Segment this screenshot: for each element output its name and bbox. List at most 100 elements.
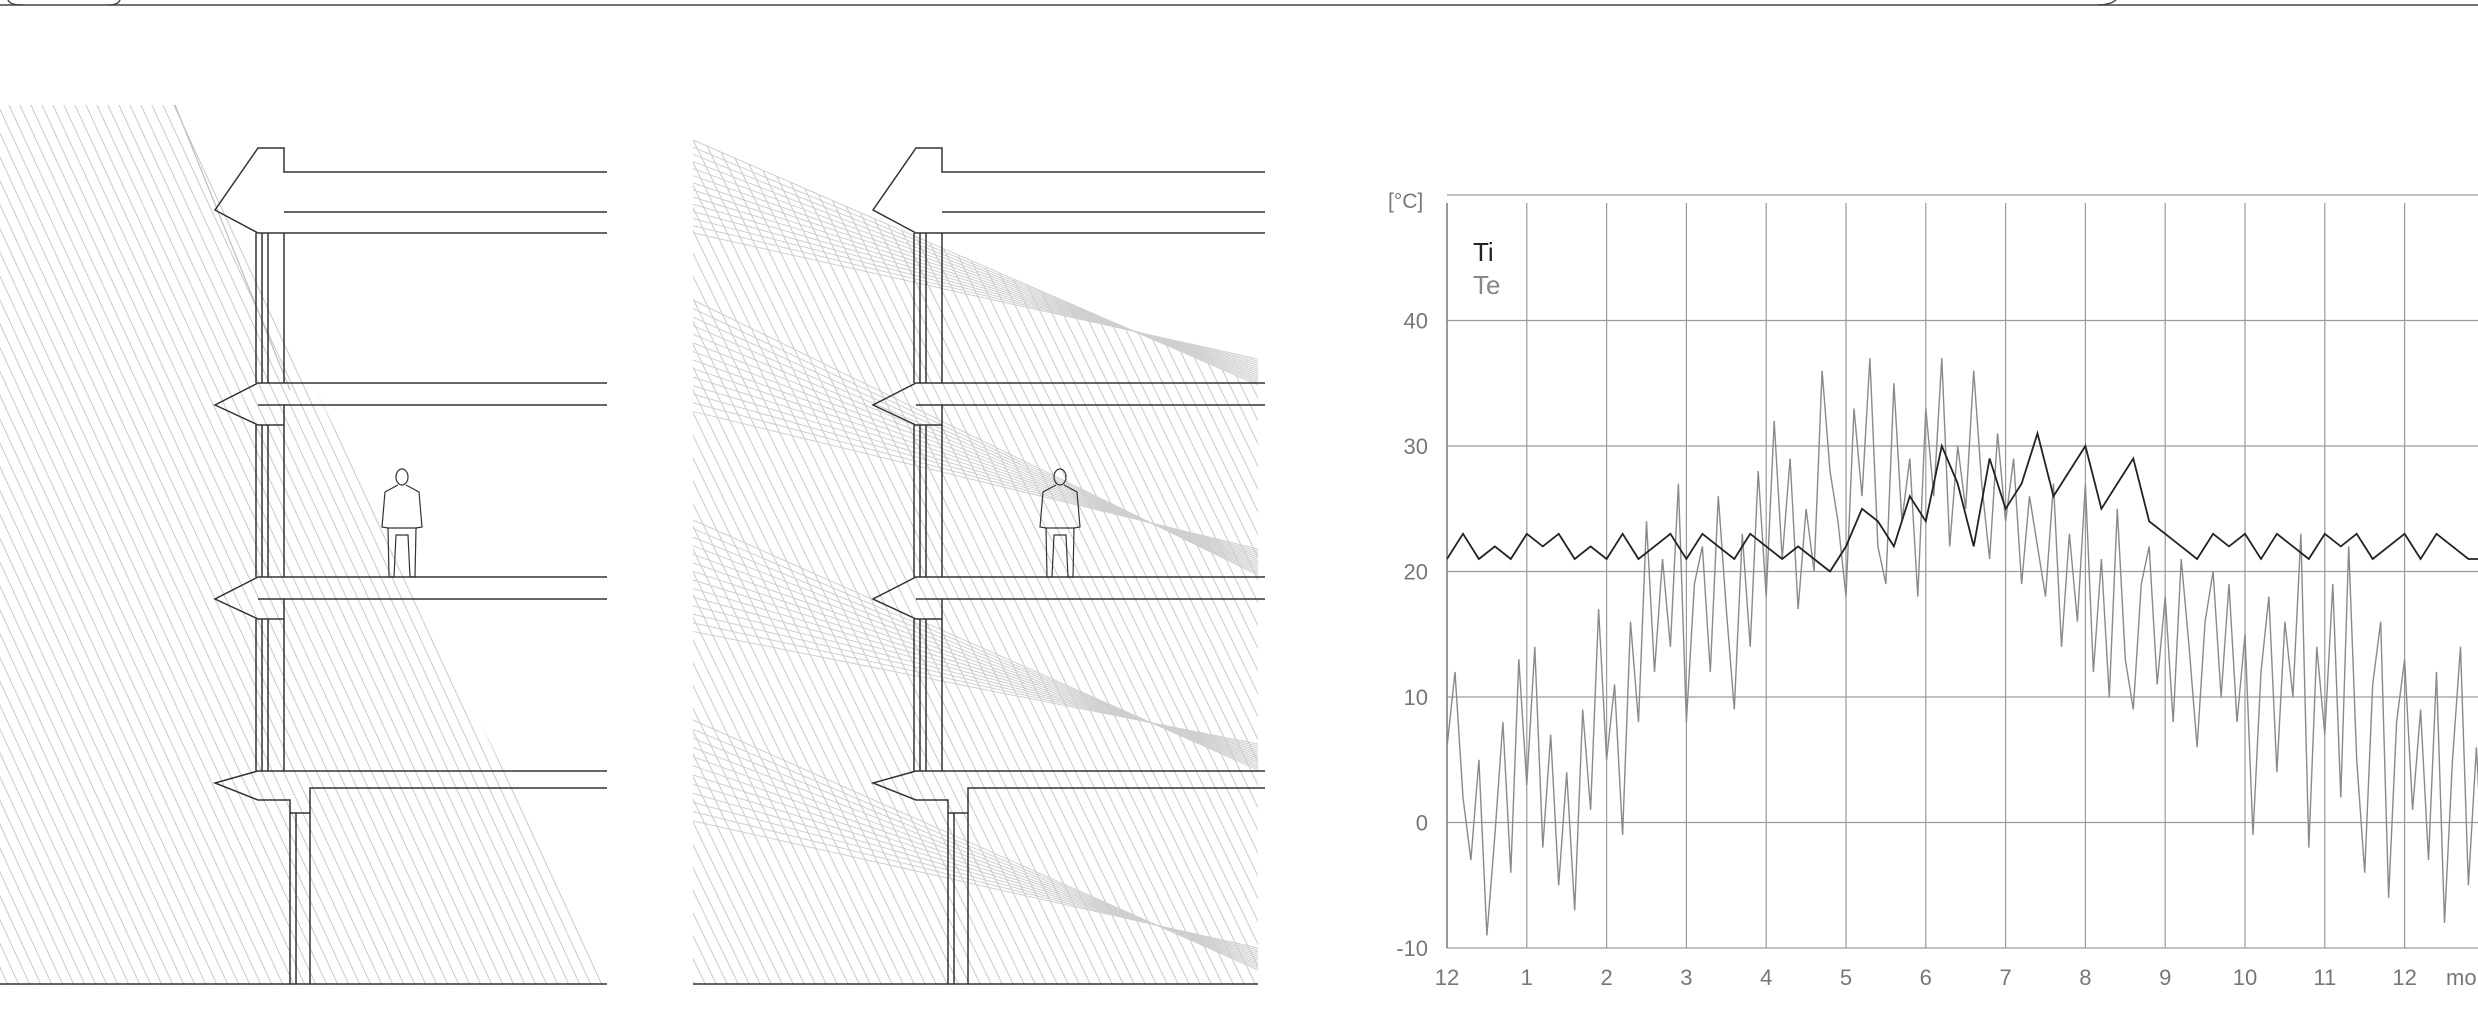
chart-legend: Ti Te <box>1473 237 1500 300</box>
hatch-line <box>701 140 1143 985</box>
person-figure <box>381 468 423 578</box>
sun-ray-fans <box>692 139 1259 971</box>
hatch-line <box>693 140 758 985</box>
hatch-line <box>693 140 1132 985</box>
hatch-line <box>693 140 1044 985</box>
hatch-line <box>0 105 379 985</box>
hatch-line <box>0 105 82 985</box>
hatch-line <box>693 140 956 985</box>
hatch-line <box>693 140 879 985</box>
hatch-line <box>693 140 868 985</box>
hatch-line <box>1196 140 1258 985</box>
chart-vertical-gridlines <box>1446 203 2406 948</box>
hatch-line <box>0 105 258 985</box>
x-tick-label: 10 <box>2233 965 2257 990</box>
hatch-line <box>276 105 610 985</box>
hatch-line <box>111 105 533 985</box>
hatch-line <box>1207 140 1258 985</box>
hatch-line <box>0 105 148 985</box>
hatch-line <box>122 105 544 985</box>
x-tick-label: 11 <box>2313 965 2336 990</box>
series-te-line <box>1447 358 2478 936</box>
x-tick-label: 7 <box>1999 965 2011 990</box>
x-tick-label: 9 <box>2159 965 2171 990</box>
sun-ray-line <box>692 196 1259 370</box>
hatch-line <box>745 140 1187 985</box>
hatch-line <box>693 140 802 985</box>
chart-horizontal-gridlines <box>1447 194 2478 949</box>
hatch-line <box>0 105 247 985</box>
hatch-line <box>0 105 181 985</box>
hatch-line <box>822 140 1258 985</box>
x-tick-label: 4 <box>1760 965 1772 990</box>
y-tick-label: -10 <box>1396 936 1428 961</box>
hatch-line <box>0 105 192 985</box>
hatch-line <box>0 105 203 985</box>
floor-slab <box>212 770 607 814</box>
hatch-line <box>693 140 769 985</box>
hatch-line <box>0 105 390 985</box>
hatch-line <box>0 105 170 985</box>
hatch-line <box>1285 90 1725 1000</box>
floor-slab <box>871 382 1265 426</box>
hatch-line <box>693 140 1055 985</box>
hatch-line <box>1229 140 1258 985</box>
hatch-line <box>693 140 1066 985</box>
hatch-line <box>0 105 269 985</box>
person-body <box>381 484 423 578</box>
sun-ray-line <box>692 168 1259 378</box>
hatch-line <box>767 140 1209 985</box>
hatch-line <box>320 105 610 985</box>
hatch-line <box>693 140 703 985</box>
hatch-line <box>251 90 691 1000</box>
y-tick-labels: -10 0 10 20 30 40 <box>1396 309 1428 962</box>
hatch-line <box>693 140 1077 985</box>
hatch-line <box>693 140 780 985</box>
hatch-line <box>712 140 1154 985</box>
hatch-line <box>78 105 500 985</box>
hatch-line <box>0 105 346 985</box>
hatch-line <box>693 140 1121 985</box>
building-section-right <box>870 147 1265 984</box>
hatch-line <box>693 140 901 985</box>
hatch-line <box>507 105 610 985</box>
hatch-line <box>693 140 835 985</box>
sun-ray-line <box>692 153 1259 382</box>
hatch-line <box>0 105 126 985</box>
series-ti-line <box>1447 430 2478 573</box>
x-tick-label: 2 <box>1600 965 1612 990</box>
hatch-line <box>778 140 1220 985</box>
hatch-line <box>34 105 456 985</box>
x-axis-unit-label: mo <box>2446 965 2477 990</box>
hatch-line <box>734 140 1176 985</box>
hatch-line <box>756 140 1198 985</box>
hatch-line <box>243 105 610 985</box>
hatch-line <box>0 105 214 985</box>
hatch-line <box>166 105 588 985</box>
y-tick-label: 0 <box>1416 811 1428 836</box>
x-tick-label: 12 <box>1435 965 1459 990</box>
person-body <box>1039 484 1081 578</box>
hatch-line <box>693 140 912 985</box>
hatch-line <box>811 140 1253 985</box>
hatch-line <box>56 105 478 985</box>
hatch-line <box>254 105 610 985</box>
hatch-line <box>693 140 1110 985</box>
hatch-line <box>693 140 813 985</box>
y-tick-label: 10 <box>1404 685 1428 710</box>
building-section-left <box>212 147 607 984</box>
sun-ray-line <box>692 232 1259 360</box>
top-frame-strip <box>0 0 2478 6</box>
legend-ti: Ti <box>1473 237 1494 267</box>
hatch-line <box>693 140 1011 985</box>
hatch-line <box>386 105 610 985</box>
hatch-line <box>800 140 1242 985</box>
sun-ray-line <box>692 630 1259 745</box>
hatch-line <box>0 105 115 985</box>
hatch-line <box>199 105 610 985</box>
hatch-line <box>287 105 610 985</box>
hatch-line <box>298 105 610 985</box>
hatch-line <box>0 105 280 985</box>
hatch-line <box>441 105 610 985</box>
floor-slab <box>870 770 1265 814</box>
